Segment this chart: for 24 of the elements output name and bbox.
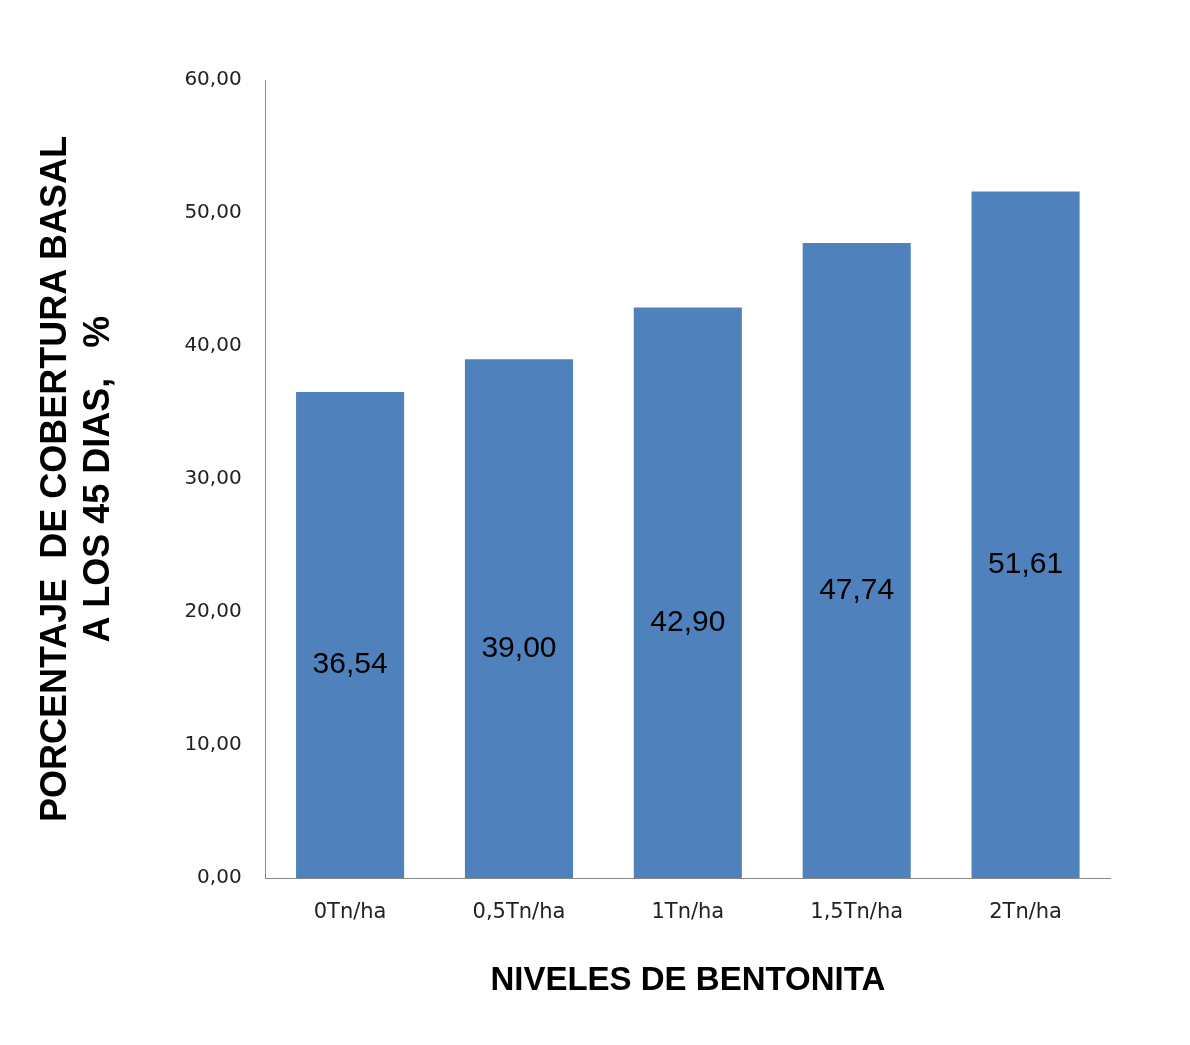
data-label: 51,61: [988, 546, 1064, 580]
bar: [464, 359, 573, 879]
bar: [971, 191, 1080, 879]
bar: [633, 307, 742, 879]
y-tick-label: 50,00: [184, 199, 242, 224]
y-tick-label: 40,00: [184, 332, 242, 357]
y-tick-label: 30,00: [184, 465, 242, 490]
bar: [296, 392, 405, 879]
x-tick-label: 0Tn/ha: [313, 899, 387, 924]
bar: [802, 243, 911, 879]
y-axis-title: PORCENTAJE DE COBERTURA BASAL A LOS 45 DIAS, %: [32, 136, 117, 823]
x-tick-label: 1Tn/ha: [651, 899, 725, 924]
data-label: 39,00: [481, 630, 557, 664]
data-label: 47,74: [819, 571, 895, 605]
y-tick-label: 20,00: [184, 598, 242, 623]
data-label: 42,90: [650, 604, 726, 638]
y-tick-label: 60,00: [184, 66, 242, 91]
data-label: 36,54: [312, 646, 388, 680]
y-tick-label: 0,00: [197, 864, 242, 889]
y-tick-label: 10,00: [184, 731, 242, 756]
x-tick-label: 1,5Tn/ha: [810, 899, 904, 924]
x-tick-label: 0,5Tn/ha: [472, 899, 566, 924]
x-axis-title: NIVELES DE BENTONITA: [490, 960, 886, 998]
x-tick-label: 2Tn/ha: [989, 899, 1062, 924]
